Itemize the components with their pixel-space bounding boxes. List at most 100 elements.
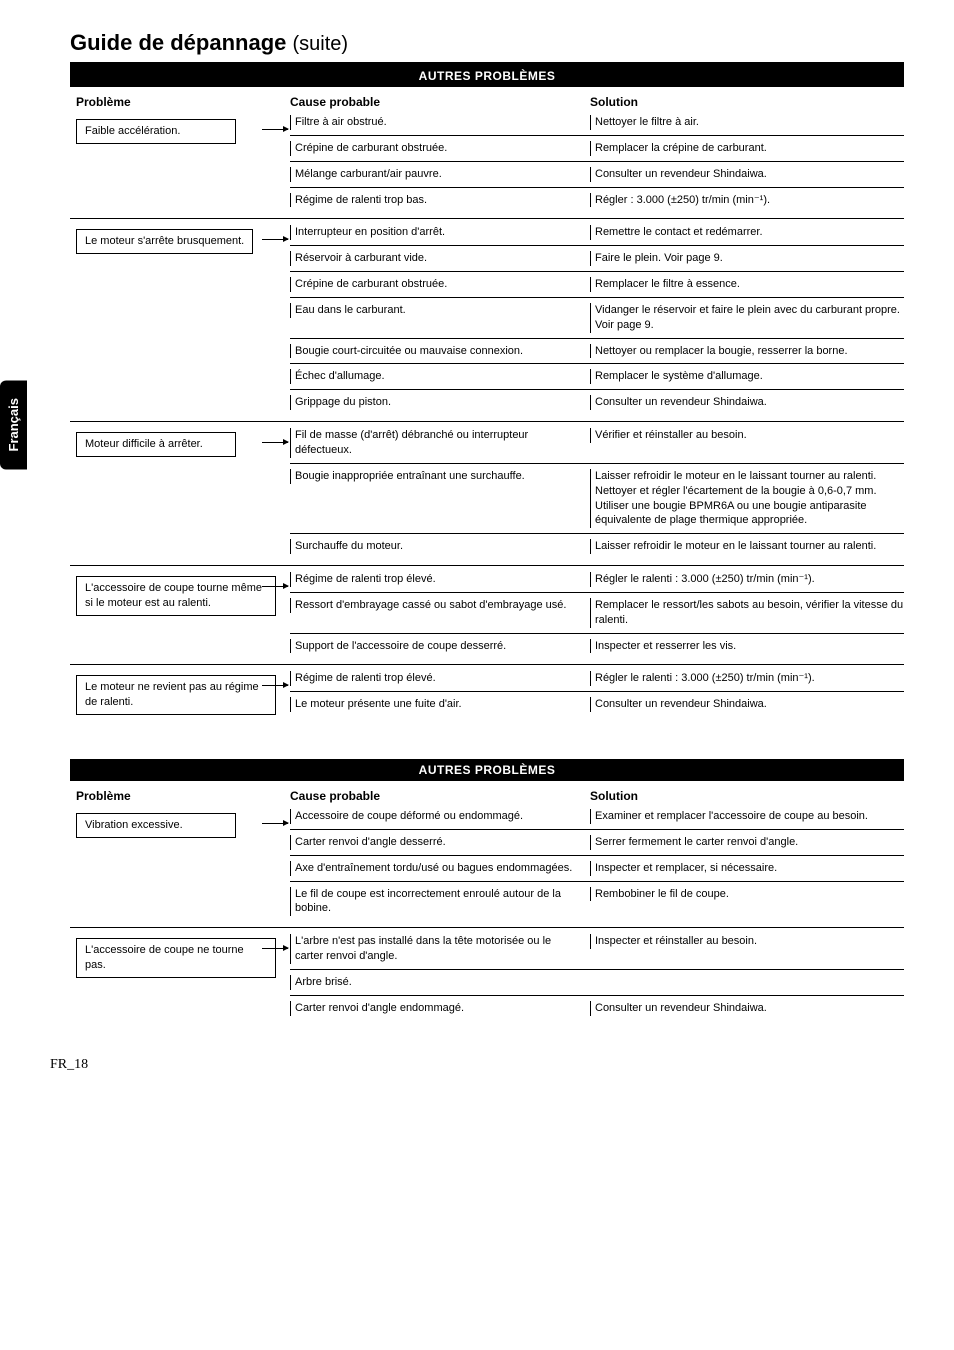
solution-cell: Nettoyer le filtre à air. — [590, 115, 904, 130]
solution-cell: Vidanger le réservoir et faire le plein … — [590, 303, 904, 333]
table-row: Le fil de coupe est incorrectement enrou… — [290, 881, 904, 922]
troubleshoot-section: AUTRES PROBLÈMESProblèmeCause probableSo… — [70, 759, 904, 1021]
table-row: Ressort d'embrayage cassé ou sabot d'emb… — [290, 592, 904, 633]
cause-cell: Carter renvoi d'angle desserré. — [290, 835, 590, 850]
cause-cell: Axe d'entraînement tordu/usé ou bagues e… — [290, 861, 590, 876]
rows-cell: Interrupteur en position d'arrêt.Remettr… — [290, 225, 904, 415]
table-row: Fil de masse (d'arrêt) débranché ou inte… — [290, 428, 904, 463]
problem-group: Le moteur ne revient pas au régime de ra… — [70, 671, 904, 719]
table-row: Eau dans le carburant.Vidanger le réserv… — [290, 297, 904, 338]
group-divider — [70, 218, 904, 219]
table-row: Réservoir à carburant vide.Faire le plei… — [290, 245, 904, 271]
solution-cell: Remplacer la crépine de carburant. — [590, 141, 904, 156]
cause-cell: Filtre à air obstrué. — [290, 115, 590, 130]
table-row: Arbre brisé. — [290, 969, 904, 995]
rows-cell: Régime de ralenti trop élevé.Régler le r… — [290, 671, 904, 719]
column-headers: ProblèmeCause probableSolution — [70, 93, 904, 115]
problem-cell: L'accessoire de coupe tourne même si le … — [70, 572, 290, 658]
title-main: Guide de dépannage — [70, 30, 286, 55]
solution-cell: Remplacer le système d'allumage. — [590, 369, 904, 384]
cause-cell: Ressort d'embrayage cassé ou sabot d'emb… — [290, 598, 590, 613]
arrow-icon — [262, 239, 288, 240]
page-title: Guide de dépannage (suite) — [70, 30, 904, 56]
table-row: Régime de ralenti trop élevé.Régler le r… — [290, 572, 904, 592]
table-row: Support de l'accessoire de coupe desserr… — [290, 633, 904, 659]
cause-cell: Surchauffe du moteur. — [290, 539, 590, 554]
table-row: Crépine de carburant obstruée.Remplacer … — [290, 135, 904, 161]
solution-cell: Examiner et remplacer l'accessoire de co… — [590, 809, 904, 824]
cause-cell: Interrupteur en position d'arrêt. — [290, 225, 590, 240]
rows-cell: Fil de masse (d'arrêt) débranché ou inte… — [290, 428, 904, 559]
problem-box: L'accessoire de coupe tourne même si le … — [76, 576, 276, 616]
header-solution: Solution — [590, 789, 904, 803]
header-solution: Solution — [590, 95, 904, 109]
problem-cell: Faible accélération. — [70, 115, 290, 212]
arrow-icon — [262, 685, 288, 686]
cause-cell: Carter renvoi d'angle endommagé. — [290, 1001, 590, 1016]
table-row: Bougie inappropriée entraînant une surch… — [290, 463, 904, 533]
rows-cell: L'arbre n'est pas installé dans la tête … — [290, 934, 904, 1020]
table-row: Filtre à air obstrué.Nettoyer le filtre … — [290, 115, 904, 135]
problem-box: Le moteur ne revient pas au régime de ra… — [76, 675, 276, 715]
rows-cell: Régime de ralenti trop élevé.Régler le r… — [290, 572, 904, 658]
table-row: Carter renvoi d'angle endommagé.Consulte… — [290, 995, 904, 1021]
problem-group: L'accessoire de coupe ne tourne pas.L'ar… — [70, 934, 904, 1020]
table-row: Crépine de carburant obstruée.Remplacer … — [290, 271, 904, 297]
problem-cell: Le moteur s'arrête brusquement. — [70, 225, 290, 415]
problem-cell: L'accessoire de coupe ne tourne pas. — [70, 934, 290, 1020]
column-headers: ProblèmeCause probableSolution — [70, 787, 904, 809]
group-divider — [70, 664, 904, 665]
cause-cell: Accessoire de coupe déformé ou endommagé… — [290, 809, 590, 824]
solution-cell: Remplacer le ressort/les sabots au besoi… — [590, 598, 904, 628]
table-row: Carter renvoi d'angle desserré.Serrer fe… — [290, 829, 904, 855]
table-row: Le moteur présente une fuite d'air.Consu… — [290, 691, 904, 717]
problem-group: L'accessoire de coupe tourne même si le … — [70, 572, 904, 658]
problem-group: Faible accélération. Filtre à air obstrué… — [70, 115, 904, 212]
page-container: Guide de dépannage (suite) AUTRES PROBLÈ… — [0, 0, 954, 1091]
problem-box: Moteur difficile à arrêter. — [76, 432, 236, 457]
solution-cell: Nettoyer ou remplacer la bougie, resserr… — [590, 344, 904, 359]
solution-cell: Inspecter et réinstaller au besoin. — [590, 934, 904, 949]
solution-cell: Régler le ralenti : 3.000 (±250) tr/min … — [590, 572, 904, 587]
cause-cell: Fil de masse (d'arrêt) débranché ou inte… — [290, 428, 590, 458]
solution-cell: Régler : 3.000 (±250) tr/min (min⁻¹). — [590, 193, 904, 208]
arrow-icon — [262, 129, 288, 130]
cause-cell: Bougie court-circuitée ou mauvaise conne… — [290, 344, 590, 359]
table-row: Échec d'allumage.Remplacer le système d'… — [290, 363, 904, 389]
rows-cell: Accessoire de coupe déformé ou endommagé… — [290, 809, 904, 921]
problem-cell: Vibration excessive. — [70, 809, 290, 921]
cause-cell: Le fil de coupe est incorrectement enrou… — [290, 887, 590, 917]
table-row: Interrupteur en position d'arrêt.Remettr… — [290, 225, 904, 245]
cause-cell: Eau dans le carburant. — [290, 303, 590, 318]
solution-cell: Consulter un revendeur Shindaiwa. — [590, 1001, 904, 1016]
arrow-icon — [262, 948, 288, 949]
solution-cell: Remettre le contact et redémarrer. — [590, 225, 904, 240]
solution-cell: Inspecter et remplacer, si nécessaire. — [590, 861, 904, 876]
cause-cell: Support de l'accessoire de coupe desserr… — [290, 639, 590, 654]
problem-box: Le moteur s'arrête brusquement. — [76, 229, 253, 254]
problem-box: Vibration excessive. — [76, 813, 236, 838]
arrow-icon — [262, 586, 288, 587]
table-row: Grippage du piston.Consulter un revendeu… — [290, 389, 904, 415]
solution-cell: Remplacer le filtre à essence. — [590, 277, 904, 292]
arrow-icon — [262, 442, 288, 443]
arrow-icon — [262, 823, 288, 824]
header-cause: Cause probable — [290, 789, 590, 803]
troubleshoot-section: AUTRES PROBLÈMESProblèmeCause probableSo… — [70, 65, 904, 719]
table-row: Régime de ralenti trop bas.Régler : 3.00… — [290, 187, 904, 213]
problem-box: Faible accélération. — [76, 119, 236, 144]
group-divider — [70, 421, 904, 422]
cause-cell: Bougie inappropriée entraînant une surch… — [290, 469, 590, 484]
problem-cell: Moteur difficile à arrêter. — [70, 428, 290, 559]
cause-cell: Le moteur présente une fuite d'air. — [290, 697, 590, 712]
table-row: Surchauffe du moteur.Laisser refroidir l… — [290, 533, 904, 559]
table-row: L'arbre n'est pas installé dans la tête … — [290, 934, 904, 969]
table-row: Accessoire de coupe déformé ou endommagé… — [290, 809, 904, 829]
cause-cell: Réservoir à carburant vide. — [290, 251, 590, 266]
problem-group: Le moteur s'arrête brusquement. Interrupt… — [70, 225, 904, 415]
table-row: Mélange carburant/air pauvre.Consulter u… — [290, 161, 904, 187]
cause-cell: Échec d'allumage. — [290, 369, 590, 384]
rows-cell: Filtre à air obstrué.Nettoyer le filtre … — [290, 115, 904, 212]
troubleshoot-table: Vibration excessive. Accessoire de coupe … — [70, 809, 904, 1021]
solution-cell: Rembobiner le fil de coupe. — [590, 887, 904, 902]
